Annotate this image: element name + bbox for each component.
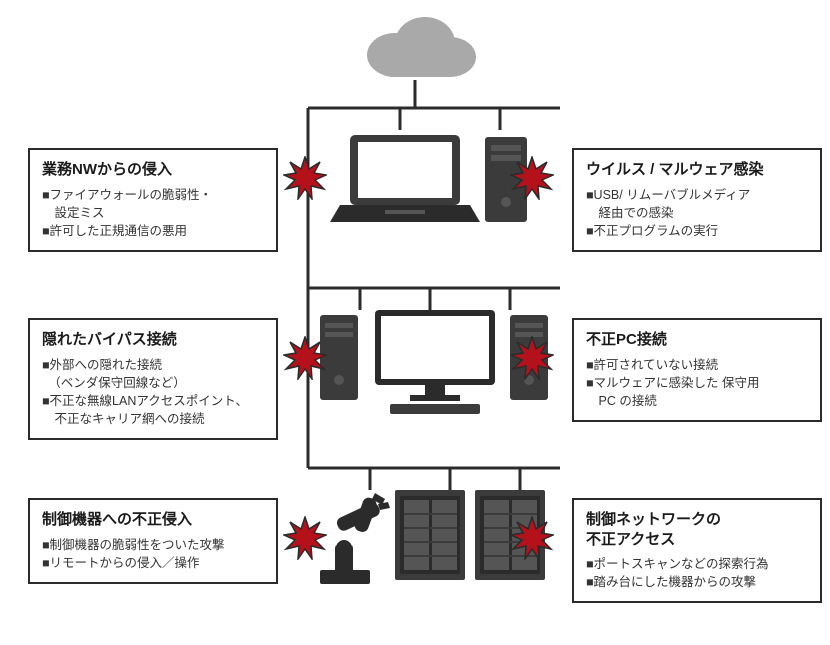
threat-item: ■許可されていない接続 xyxy=(586,356,808,374)
threat-item: ■制御機器の脆弱性をついた攻撃 xyxy=(42,536,264,554)
threat-item: ■ポートスキャンなどの探索行為 xyxy=(586,555,808,573)
threat-item: ■リモートからの侵入／操作 xyxy=(42,554,264,572)
threat-title: 制御ネットワークの 不正アクセス xyxy=(586,510,808,549)
cloud-icon xyxy=(345,5,485,85)
box-nw-intrusion: 業務NWからの侵入 ■ファイアウォールの脆弱性・ 設定ミス■許可した正規通信の悪用 xyxy=(28,148,278,252)
threat-item: ■USB/ リムーバブルメディア 経由での感染 xyxy=(586,186,808,222)
threat-diagram: 業務NWからの侵入 ■ファイアウォールの脆弱性・ 設定ミス■許可した正規通信の悪用… xyxy=(0,0,830,645)
threat-item: ■不正な無線LANアクセスポイント、 不正なキャリア網への接続 xyxy=(42,392,264,428)
box-virus: ウイルス / マルウェア感染 ■USB/ リムーバブルメディア 経由での感染■不正… xyxy=(572,148,822,252)
threat-item: ■外部への隠れた接続 （ベンダ保守回線など） xyxy=(42,356,264,392)
threat-item: ■ファイアウォールの脆弱性・ 設定ミス xyxy=(42,186,264,222)
threat-burst-icon xyxy=(283,156,327,200)
threat-item: ■マルウェアに感染した 保守用 PC の接続 xyxy=(586,374,808,410)
threat-burst-icon xyxy=(283,336,327,380)
threat-burst-icon xyxy=(510,336,554,380)
box-pc: 不正PC接続 ■許可されていない接続■マルウェアに感染した 保守用 PC の接続 xyxy=(572,318,822,422)
threat-burst-icon xyxy=(510,516,554,560)
threat-title: 業務NWからの侵入 xyxy=(42,160,264,180)
threat-title: 制御機器への不正侵入 xyxy=(42,510,264,530)
box-control-net: 制御ネットワークの 不正アクセス ■ポートスキャンなどの探索行為■踏み台にした機器… xyxy=(572,498,822,603)
threat-item: ■踏み台にした機器からの攻撃 xyxy=(586,573,808,591)
threat-burst-icon xyxy=(283,516,327,560)
threat-item: ■許可した正規通信の悪用 xyxy=(42,222,264,240)
threat-title: 隠れたバイパス接続 xyxy=(42,330,264,350)
box-control-intrusion: 制御機器への不正侵入 ■制御機器の脆弱性をついた攻撃■リモートからの侵入／操作 xyxy=(28,498,278,584)
threat-title: ウイルス / マルウェア感染 xyxy=(586,160,808,180)
threat-item: ■不正プログラムの実行 xyxy=(586,222,808,240)
threat-burst-icon xyxy=(510,156,554,200)
box-bypass: 隠れたバイパス接続 ■外部への隠れた接続 （ベンダ保守回線など）■不正な無線LAN… xyxy=(28,318,278,440)
threat-title: 不正PC接続 xyxy=(586,330,808,350)
